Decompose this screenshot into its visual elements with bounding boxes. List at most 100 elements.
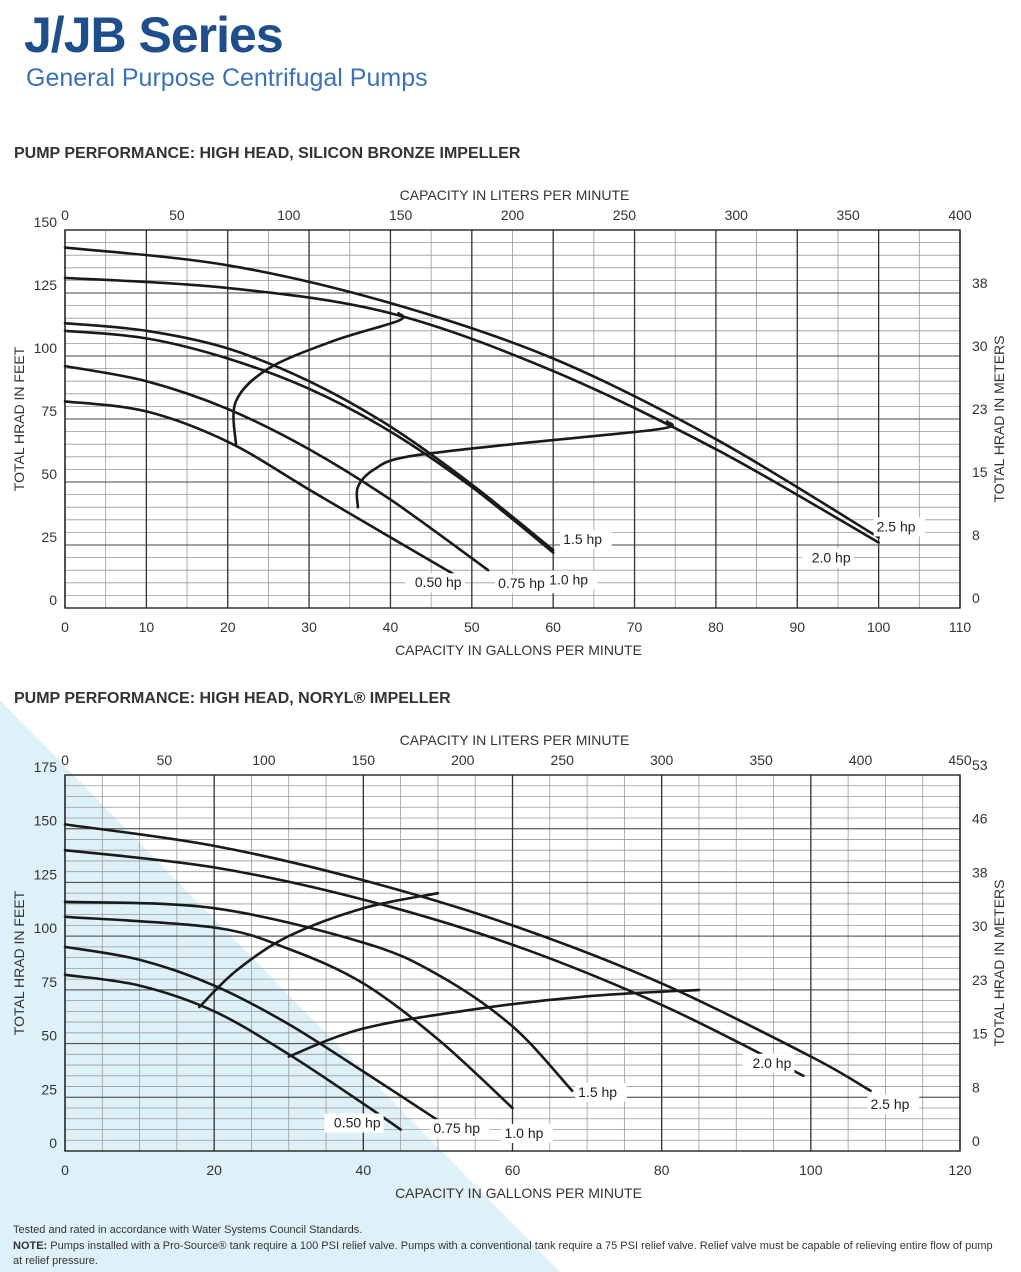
performance-curve-2-0-hp (63, 276, 880, 544)
y-tick-label: 0 (49, 1135, 57, 1151)
x2-axis-title: CAPACITY IN LITERS PER MINUTE (400, 732, 630, 748)
x-axis-title: CAPACITY IN GALLONS PER MINUTE (395, 1185, 642, 1201)
y2-tick-label: 38 (972, 864, 988, 880)
curve-label-bg (546, 570, 598, 590)
x2-tick-label: 400 (849, 752, 873, 768)
bronze-impeller-chart: 0 10 20 30 40 50 60 70 80 90 100 110025507510012515… (11, 187, 1007, 658)
x2-tick-label: 0 (61, 752, 69, 768)
x-tick-label: 80 (708, 619, 724, 635)
operating-envelope-curve (198, 891, 440, 1009)
footer-standards-line: Tested and rated in accordance with Wate… (13, 1224, 363, 1236)
x2-tick-label: 50 (169, 207, 185, 223)
x-tick-label: 0 (61, 619, 69, 635)
y-tick-label: 25 (41, 529, 57, 545)
curve-label-bg (405, 573, 465, 593)
x-tick-label: 40 (383, 619, 399, 635)
y2-axis-title: TOTAL HRAD IN METERS (991, 880, 1007, 1047)
x-tick-label: 100 (867, 619, 891, 635)
curve-label-bg (873, 517, 926, 537)
curve-label: 2.5 hp (871, 1096, 910, 1112)
y2-axis-title: TOTAL HRAD IN METERS (991, 336, 1007, 503)
y2-tick-label: 23 (972, 972, 988, 988)
x2-tick-label: 400 (948, 207, 972, 223)
y-tick-label: 25 (41, 1081, 57, 1097)
x2-tick-label: 150 (389, 207, 413, 223)
x-tick-label: 40 (356, 1162, 372, 1178)
x-tick-label: 60 (545, 619, 561, 635)
curve-label: 1.0 hp (505, 1125, 544, 1141)
performance-curve-1-5-hp (63, 900, 574, 1093)
curve-label: 0.50 hp (334, 1115, 381, 1131)
performance-curve-0-50-hp (63, 400, 457, 577)
x2-tick-label: 200 (501, 207, 525, 223)
curve-label-bg (324, 1113, 384, 1133)
footer-note: NOTE: Pumps installed with a Pro-Source®… (13, 1239, 1003, 1269)
curve-label: 2.0 hp (752, 1055, 791, 1071)
x2-tick-label: 200 (451, 752, 475, 768)
x-axis-title: CAPACITY IN GALLONS PER MINUTE (395, 642, 642, 658)
y-tick-label: 100 (34, 920, 58, 936)
curve-label-bg (867, 1094, 920, 1114)
y-tick-label: 150 (34, 214, 58, 230)
y2-tick-label: 30 (972, 918, 988, 934)
curve-label: 2.5 hp (877, 518, 916, 534)
x2-tick-label: 300 (650, 752, 674, 768)
y-tick-label: 125 (34, 277, 58, 293)
curve-label: 1.5 hp (578, 1084, 617, 1100)
performance-curve-2-5-hp (63, 823, 872, 1093)
operating-envelope-curve (287, 988, 701, 1058)
x-tick-label: 120 (948, 1162, 972, 1178)
curve-label-bg (495, 574, 555, 594)
y2-tick-label: 30 (972, 338, 988, 354)
curve-label: 0.75 hp (433, 1120, 480, 1136)
y-tick-label: 125 (34, 866, 58, 882)
y2-tick-label: 0 (972, 1133, 980, 1149)
x2-tick-label: 250 (551, 752, 575, 768)
x2-tick-label: 450 (948, 752, 972, 768)
x2-tick-label: 0 (61, 207, 69, 223)
x-tick-label: 20 (220, 619, 236, 635)
x2-tick-label: 50 (157, 752, 173, 768)
x2-tick-label: 300 (725, 207, 749, 223)
curve-label-bg (802, 548, 854, 568)
x-tick-label: 10 (139, 619, 155, 635)
x2-axis-title: CAPACITY IN LITERS PER MINUTE (400, 187, 630, 203)
y-tick-label: 75 (41, 974, 57, 990)
y-tick-label: 50 (41, 466, 57, 482)
page-title: J/JB Series (24, 7, 284, 63)
curve-label: 0.50 hp (415, 574, 462, 590)
performance-curve-1-0-hp (63, 329, 555, 554)
performance-curve-0-50-hp (63, 973, 402, 1131)
curve-label: 1.5 hp (563, 531, 602, 547)
x2-tick-label: 350 (836, 207, 860, 223)
y2-tick-label: 15 (972, 1026, 988, 1042)
x-tick-label: 80 (654, 1162, 670, 1178)
curve-label: 0.75 hp (498, 575, 545, 591)
curve-label: 1.0 hp (549, 572, 588, 588)
y2-tick-label: 0 (972, 590, 980, 606)
x2-tick-label: 100 (277, 207, 301, 223)
plot-frame (64, 229, 961, 609)
y-tick-label: 50 (41, 1028, 57, 1044)
y2-tick-label: 38 (972, 275, 988, 291)
x2-tick-label: 150 (352, 752, 376, 768)
plot-frame (64, 774, 961, 1152)
footer-note-text: Pumps installed with a Pro-Source® tank … (13, 1240, 993, 1267)
y2-tick-label: 15 (972, 464, 988, 480)
page-subtitle: General Purpose Centrifugal Pumps (26, 64, 428, 92)
x-tick-label: 20 (206, 1162, 222, 1178)
curve-label-bg (560, 530, 612, 550)
chart1-heading: PUMP PERFORMANCE: HIGH HEAD, SILICON BRO… (14, 145, 521, 162)
y2-tick-label: 53 (972, 757, 988, 773)
y-axis-title: TOTAL HRAD IN FEET (11, 890, 27, 1035)
x-tick-label: 50 (464, 619, 480, 635)
x2-tick-label: 250 (613, 207, 637, 223)
performance-curve-2-0-hp (63, 848, 805, 1078)
curve-label-bg (501, 1124, 554, 1144)
x-tick-label: 0 (61, 1162, 69, 1178)
y2-tick-label: 23 (972, 401, 988, 417)
x-tick-label: 60 (505, 1162, 521, 1178)
y2-tick-label: 8 (972, 527, 980, 543)
